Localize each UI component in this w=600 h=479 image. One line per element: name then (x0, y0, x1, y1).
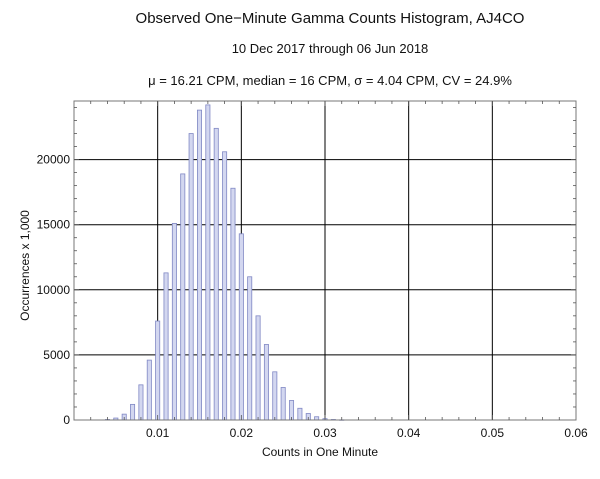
histogram-bar (180, 173, 186, 421)
y-tick-label: 20000 (37, 153, 71, 167)
histogram-bar (297, 407, 303, 421)
y-tick-label: 0 (63, 413, 70, 427)
histogram-bar (138, 384, 144, 421)
x-tick-label: 0.02 (230, 426, 254, 440)
histogram-bar (188, 133, 194, 421)
bar-layer (104, 104, 345, 421)
histogram-bar (280, 387, 286, 421)
y-tick-label: 5000 (43, 348, 70, 362)
chart-stats: μ = 16.21 CPM, median = 16 CPM, σ = 4.04… (148, 73, 512, 88)
histogram-bar (130, 403, 136, 421)
y-tick-label: 10000 (37, 283, 71, 297)
histogram-bar (163, 272, 169, 421)
histogram-bar (230, 187, 236, 421)
histogram-bar (155, 320, 161, 421)
histogram-bar (197, 109, 202, 421)
chart-title: Observed One−Minute Gamma Counts Histogr… (135, 10, 525, 27)
chart-subtitle: 10 Dec 2017 through 06 Jun 2018 (231, 41, 429, 56)
histogram-bar (255, 315, 261, 421)
x-tick-label: 0.01 (146, 426, 170, 440)
tick-layer: 0.01 0.02 0.03 0.04 0.05 0.06 0 5000 10000 15000 2… (37, 101, 588, 440)
histogram-bar (272, 371, 278, 421)
x-tick-label: 0.05 (481, 426, 505, 440)
y-axis-title: Occurrences x 1,000 (18, 210, 32, 321)
x-axis-title: Counts in One Minute (262, 445, 378, 459)
histogram-bar (247, 276, 253, 421)
x-tick-label: 0.06 (564, 426, 588, 440)
histogram-bar (146, 359, 152, 421)
x-tick-label: 0.03 (313, 426, 337, 440)
y-tick-label: 15000 (37, 218, 71, 232)
x-tick-label: 0.04 (397, 426, 421, 440)
histogram-bar (171, 222, 177, 421)
histogram-bar (263, 344, 269, 421)
histogram-bar (238, 233, 244, 421)
histogram-bar (213, 127, 219, 421)
histogram-bar (222, 151, 228, 421)
histogram-bar (205, 104, 211, 421)
